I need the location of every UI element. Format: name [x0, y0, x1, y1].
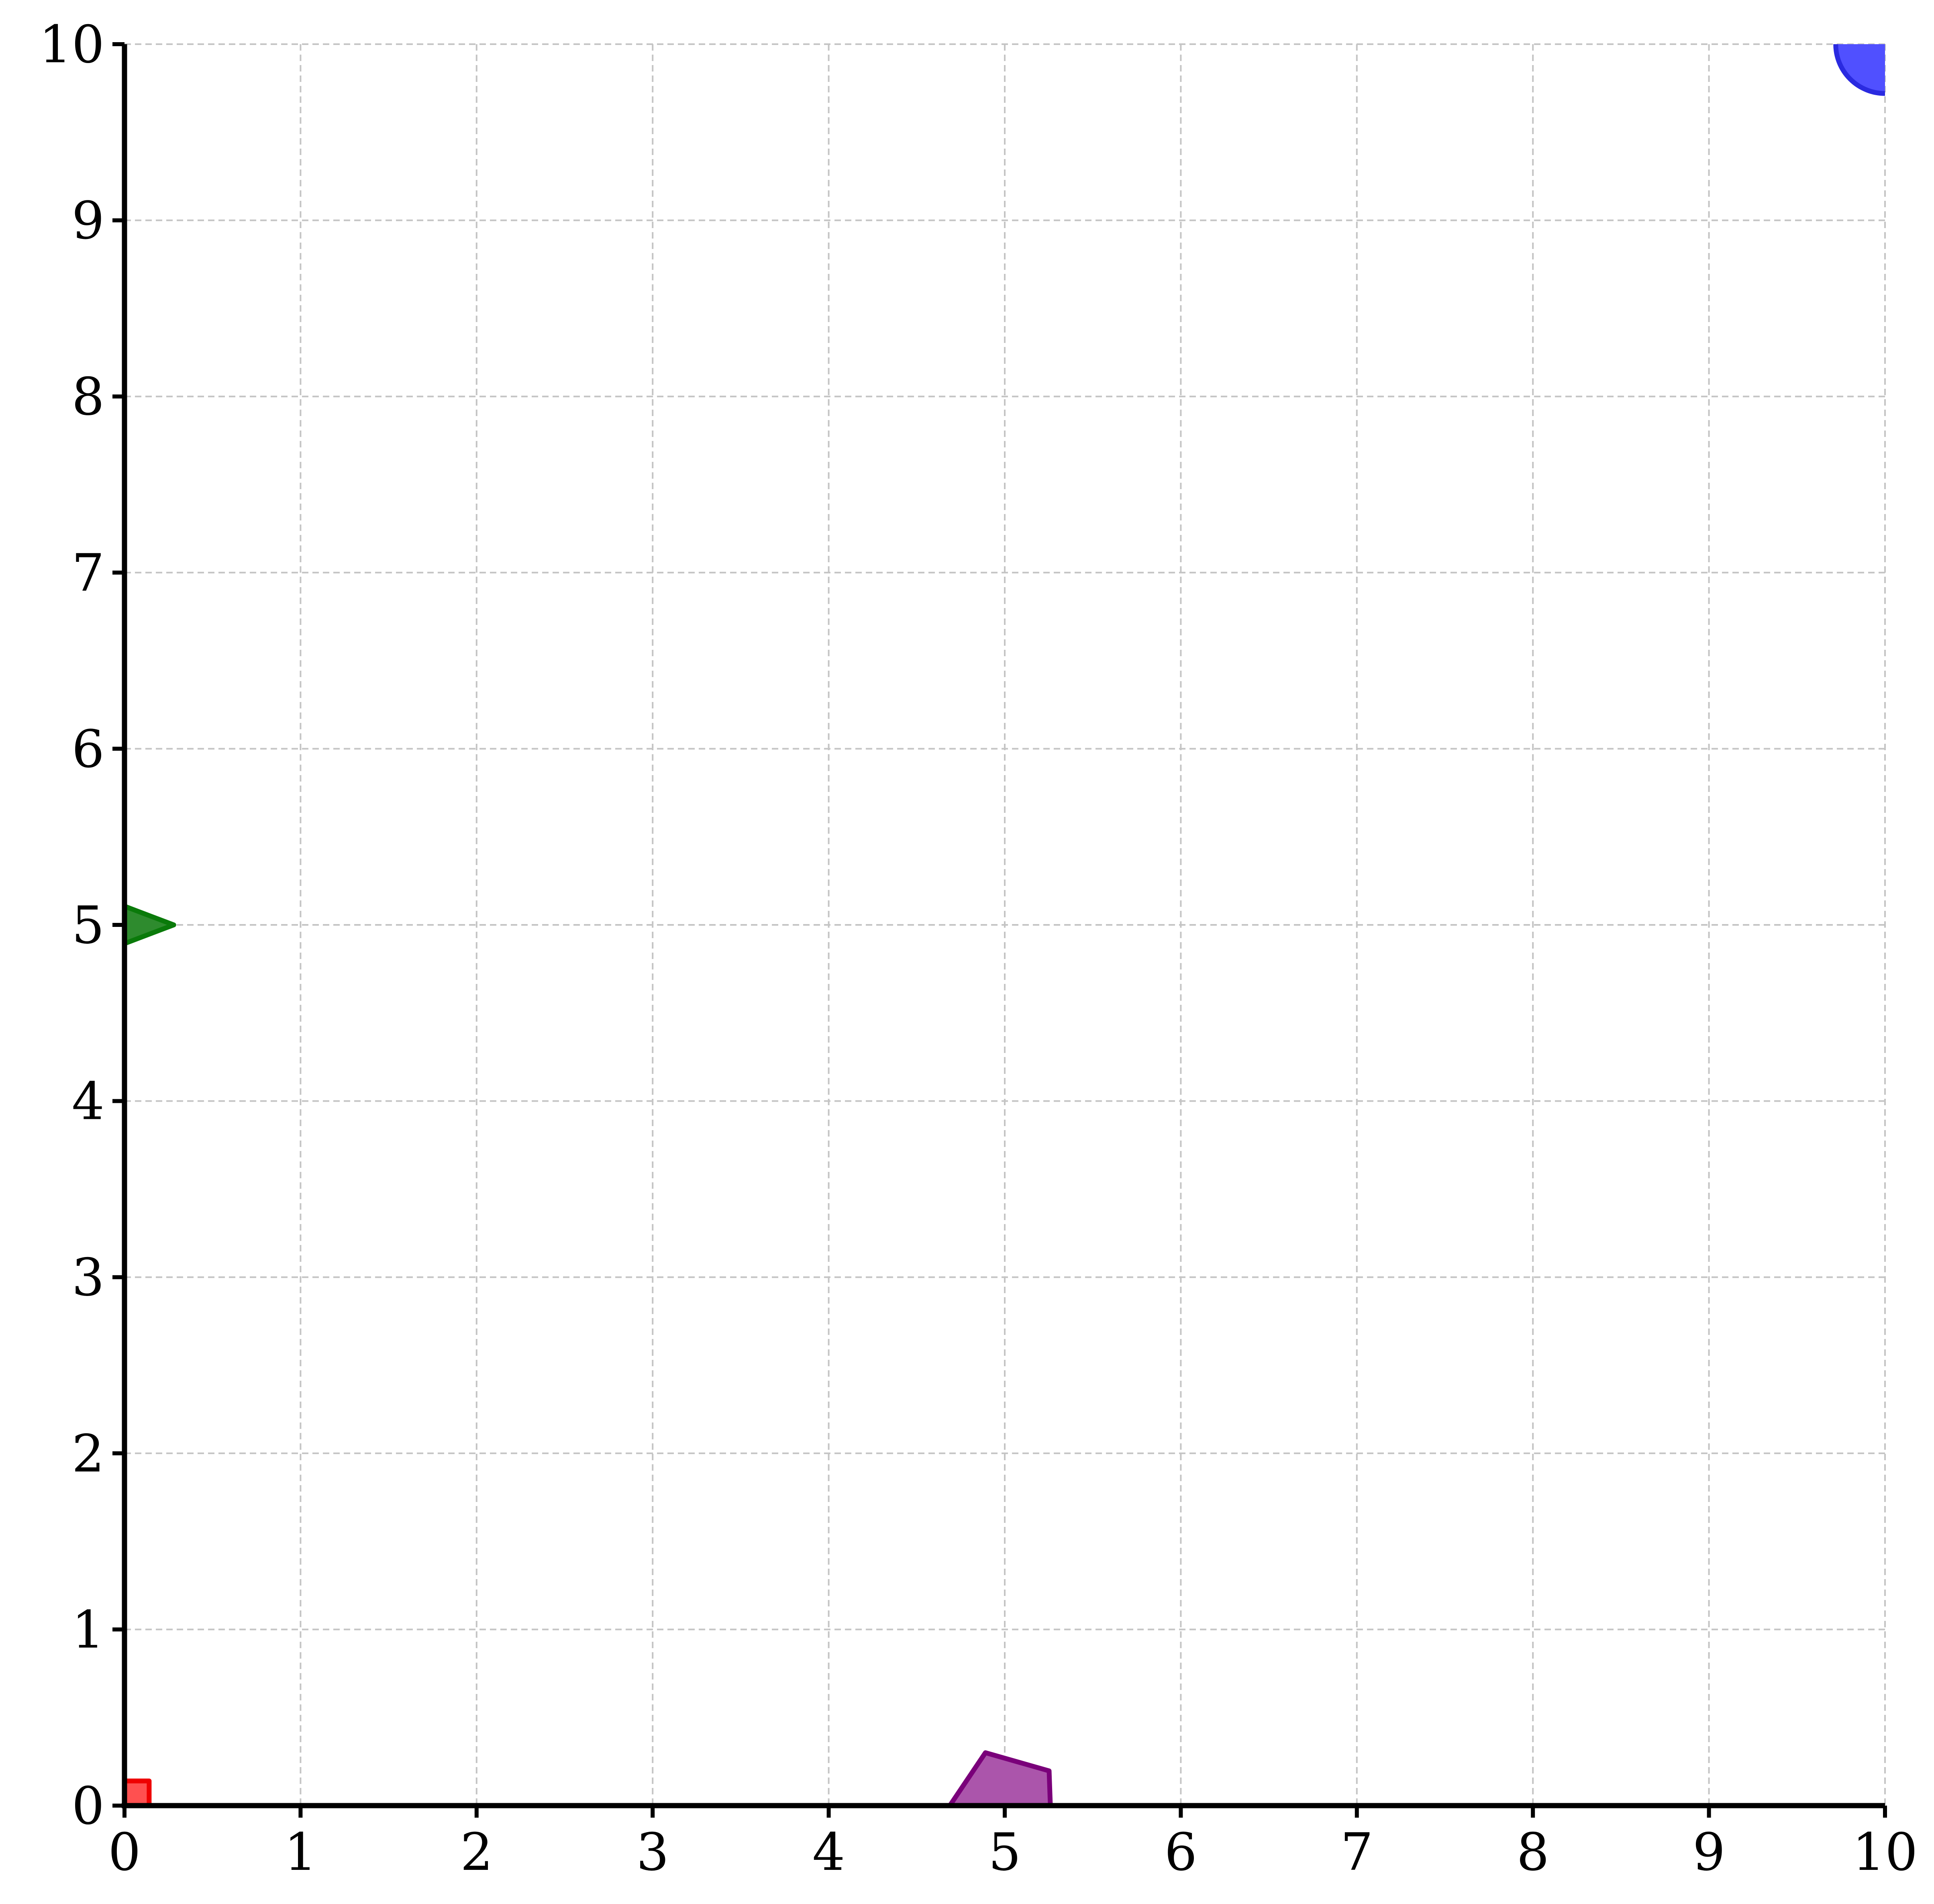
x-tick-label: 0 — [108, 1822, 141, 1882]
square-marker — [124, 1778, 152, 1806]
y-tick-label: 0 — [72, 1776, 104, 1836]
y-tick-label: 9 — [72, 191, 104, 251]
y-tick-label: 3 — [72, 1248, 104, 1308]
y-tick-label: 10 — [39, 15, 104, 75]
y-tick-label: 4 — [72, 1072, 104, 1132]
x-tick-label: 6 — [1165, 1822, 1197, 1882]
x-ticks: 0 1 2 3 4 5 6 7 8 9 10 — [108, 1806, 1918, 1882]
x-tick-label: 9 — [1693, 1822, 1725, 1882]
y-tick-label: 5 — [72, 896, 104, 955]
x-tick-label: 7 — [1340, 1822, 1373, 1882]
x-tick-label: 1 — [284, 1822, 317, 1882]
y-tick-label: 7 — [72, 543, 104, 603]
x-tick-label: 4 — [812, 1822, 845, 1882]
x-tick-label: 2 — [460, 1822, 493, 1882]
y-ticks: 0 1 2 3 4 5 6 7 8 9 10 — [39, 15, 124, 1836]
triangle-marker — [124, 904, 176, 946]
y-tick-label: 2 — [72, 1424, 104, 1484]
data-markers — [124, 44, 1885, 1806]
x-tick-label: 10 — [1852, 1822, 1918, 1882]
x-tick-label: 5 — [988, 1822, 1021, 1882]
x-tick-label: 3 — [636, 1822, 669, 1882]
y-tick-label: 1 — [72, 1600, 104, 1660]
x-tick-label: 8 — [1516, 1822, 1549, 1882]
grid — [124, 43, 1886, 1806]
y-tick-label: 6 — [72, 719, 104, 779]
pentagon-marker — [947, 1750, 1053, 1806]
y-tick-label: 8 — [72, 367, 104, 427]
circle-marker — [1833, 44, 1885, 96]
